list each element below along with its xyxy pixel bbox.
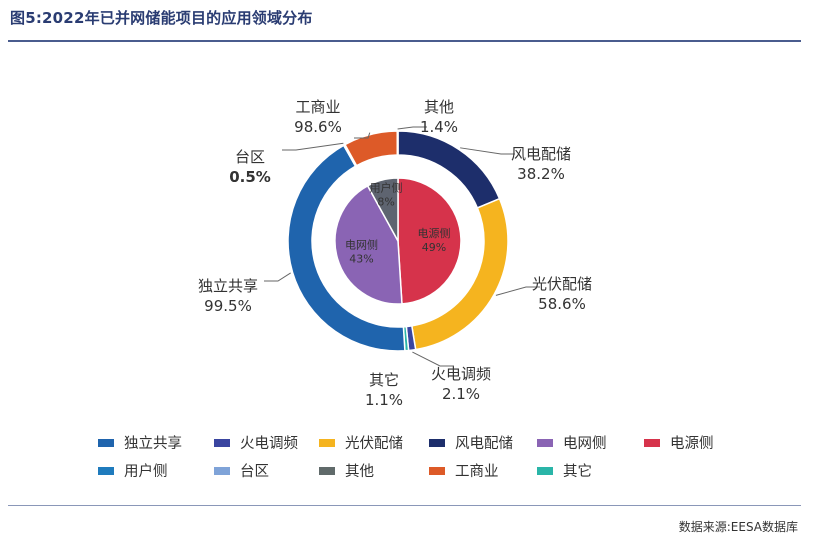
- chart-title: 图5:2022年已并网储能项目的应用领域分布: [10, 9, 313, 27]
- legend-item: 其他: [319, 460, 374, 481]
- outer-label-其它: 其它: [369, 371, 399, 389]
- outer-value-火电调频: 2.1%: [442, 385, 480, 403]
- legend-swatch: [98, 438, 114, 447]
- legend-swatch: [98, 466, 114, 475]
- inner-label-用户侧: 用户侧: [370, 181, 403, 195]
- legend-swatch: [429, 466, 445, 475]
- title-divider: [8, 40, 801, 42]
- legend-swatch: [319, 438, 335, 447]
- legend-swatch: [214, 466, 230, 475]
- legend-label: 独立共享: [124, 436, 182, 452]
- outer-label-风电配储: 风电配储: [511, 145, 571, 163]
- legend-item: 台区: [214, 460, 269, 481]
- leader-line-风电配储: [460, 147, 515, 155]
- legend-item: 光伏配储: [319, 432, 403, 453]
- legend-label: 风电配储: [455, 436, 513, 452]
- legend-row: 用户侧 台区 其他 工商业 其它: [98, 460, 798, 488]
- outer-slice-工商业: [343, 130, 399, 167]
- legend-label: 工商业: [455, 464, 499, 480]
- legend-swatch: [429, 438, 445, 447]
- outer-label-工商业: 工商业: [295, 98, 340, 116]
- legend-label: 用户侧: [124, 464, 168, 480]
- legend-item: 用户侧: [98, 460, 168, 481]
- inner-value-用户侧: 8%: [377, 196, 394, 209]
- outer-value-风电配储: 38.2%: [517, 165, 565, 183]
- outer-value-台区: 0.5%: [229, 168, 271, 186]
- leader-line-光伏配储: [495, 286, 540, 296]
- outer-slice-其他: [396, 130, 399, 156]
- inner-label-电源侧: 电源侧: [417, 226, 450, 240]
- legend-item: 工商业: [429, 460, 499, 481]
- legend-item: 电网侧: [537, 432, 607, 453]
- inner-label-电网侧: 电网侧: [345, 239, 378, 252]
- inner-pie: [334, 177, 462, 305]
- inner-value-电网侧: 43%: [349, 253, 373, 266]
- leader-lines: [264, 126, 540, 367]
- leader-line-火电调频: [412, 351, 454, 367]
- inner-value-电源侧: 49%: [422, 241, 446, 254]
- outer-labels: 风电配储 38.2% 光伏配储 58.6% 火电调频 2.1% 其它 1.1% 独立共享 99.5…: [198, 98, 592, 409]
- legend-label: 其他: [345, 464, 374, 480]
- legend-swatch: [214, 438, 230, 447]
- outer-value-其它: 1.1%: [365, 391, 403, 409]
- legend-swatch: [644, 438, 660, 447]
- legend-label: 火电调频: [240, 436, 298, 452]
- legend-swatch: [319, 466, 335, 475]
- footer-divider: [8, 505, 801, 506]
- inner-slice-电源侧: [397, 177, 462, 305]
- legend-item: 电源侧: [644, 432, 714, 453]
- legend-item: 风电配储: [429, 432, 513, 453]
- legend-label: 电源侧: [670, 436, 714, 452]
- leader-line-独立共享: [264, 272, 291, 282]
- legend-swatch: [537, 466, 553, 475]
- legend-swatch: [537, 438, 553, 447]
- outer-label-台区: 台区: [235, 148, 265, 166]
- leader-line-工商业: [354, 132, 371, 139]
- leader-line-台区: [282, 142, 344, 151]
- outer-ring: [287, 130, 509, 352]
- legend: 独立共享 火电调频 光伏配储 风电配储 电网侧 电源侧 用户侧 台区 其他 工商业 其它: [98, 432, 798, 488]
- leader-line-其他: [397, 126, 427, 130]
- legend-label: 台区: [240, 464, 269, 480]
- nested-donut-chart: 风电配储 38.2% 光伏配储 58.6% 火电调频 2.1% 其它 1.1% 独立共享 99.5…: [198, 98, 592, 409]
- outer-value-其他: 1.4%: [420, 118, 458, 136]
- outer-label-火电调频: 火电调频: [431, 365, 491, 383]
- data-source: 数据来源:EESA数据库: [678, 520, 798, 534]
- legend-row: 独立共享 火电调频 光伏配储 风电配储 电网侧 电源侧: [98, 432, 798, 460]
- outer-value-光伏配储: 58.6%: [538, 295, 586, 313]
- legend-item: 其它: [537, 460, 592, 481]
- outer-value-工商业: 98.6%: [294, 118, 342, 136]
- outer-label-独立共享: 独立共享: [198, 277, 258, 295]
- legend-label: 其它: [563, 464, 592, 480]
- legend-label: 光伏配储: [345, 436, 403, 452]
- legend-item: 火电调频: [214, 432, 298, 453]
- legend-label: 电网侧: [563, 436, 607, 452]
- legend-item: 独立共享: [98, 432, 182, 453]
- outer-label-光伏配储: 光伏配储: [532, 275, 592, 293]
- outer-label-其他: 其他: [424, 98, 454, 116]
- inner-slice-电网侧: [334, 184, 403, 305]
- inner-slice-用户侧: [366, 177, 399, 242]
- outer-value-独立共享: 99.5%: [204, 297, 252, 315]
